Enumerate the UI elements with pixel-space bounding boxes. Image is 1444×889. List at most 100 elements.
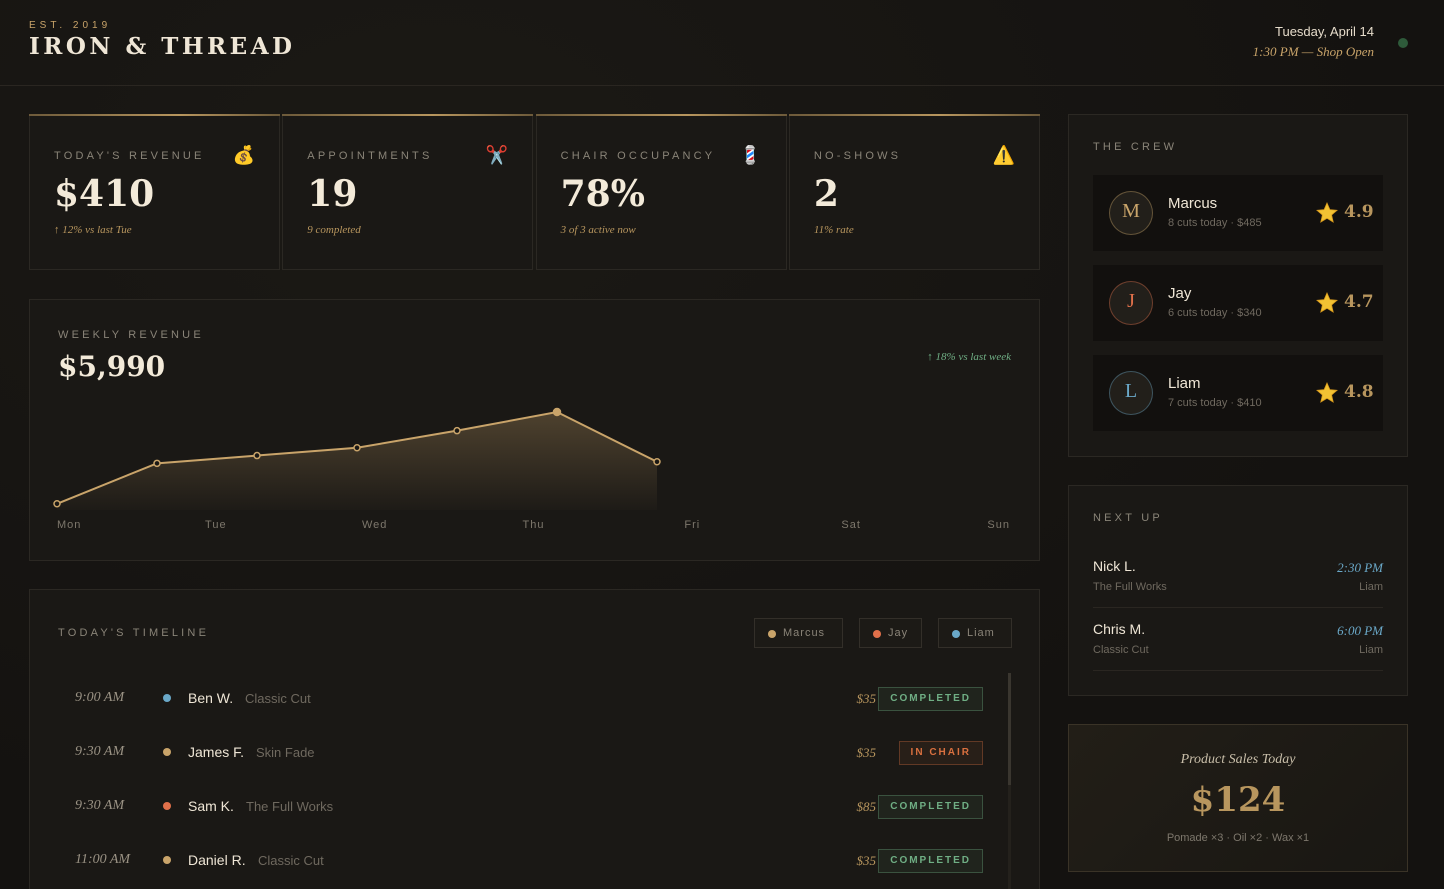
line-chart: Mon Tue Wed Thu Fri Sat Sun	[53, 407, 1010, 531]
x-tick-label: Tue	[205, 519, 227, 531]
row-name: Ben W.	[188, 690, 234, 706]
status-text: COMPLETED	[890, 855, 971, 866]
point	[653, 458, 661, 466]
point	[153, 459, 161, 468]
stat-card: TODAY'S REVENUE 💰 $410 ↑ 12% vs last Tue	[29, 114, 280, 270]
star	[1316, 202, 1338, 223]
row-service: The Full Works	[246, 799, 334, 814]
date: Tuesday, April 14	[1275, 24, 1374, 39]
legend-dot	[768, 630, 776, 638]
x-tick-label: Wed	[362, 519, 387, 531]
legend-dot	[952, 630, 960, 638]
star	[1316, 292, 1338, 313]
stat-accent	[282, 114, 534, 116]
product-value: $124	[1190, 780, 1286, 820]
appointment-time: 6:00 PM	[1337, 623, 1383, 638]
legend-name: Marcus	[783, 627, 826, 639]
client-name: Nick L.	[1093, 558, 1136, 574]
point	[552, 407, 562, 417]
stat-card: CHAIR OCCUPANCY 💈 78% 3 of 3 active now	[535, 114, 787, 270]
stat-label: CHAIR OCCUPANCY	[560, 150, 716, 162]
divider	[1093, 670, 1383, 671]
stat-icon: ✂️	[485, 145, 509, 165]
stat-value: $410	[54, 173, 155, 215]
stat-value: 2	[813, 173, 839, 215]
stat-icon: 💰	[232, 145, 255, 165]
row-name: James F.	[188, 744, 245, 760]
crew-row: L Liam 7 cuts today · $410 4.8	[1093, 355, 1383, 431]
crew-title: THE CREW	[1093, 141, 1178, 153]
chart-title: WEEKLY REVENUE	[58, 329, 204, 341]
legend-chip[interactable]: Marcus	[754, 618, 843, 648]
stat-value: 78%	[560, 173, 645, 215]
avatar-initial: M	[1122, 200, 1140, 222]
row-time: 9:00 AM	[75, 690, 125, 705]
row-price: $35	[856, 853, 877, 868]
row-price: $85	[856, 799, 877, 814]
x-tick-label: Fri	[684, 519, 700, 531]
crew-rating: 4.8	[1344, 382, 1374, 402]
crew-row: J Jay 6 cuts today · $340 4.7	[1093, 265, 1383, 341]
row-time: 11:00 AM	[75, 852, 131, 867]
appointment-barber: Liam	[1359, 581, 1383, 593]
legend-name: Jay	[888, 627, 909, 639]
scroll-thumb	[1008, 673, 1011, 785]
stat-card: APPOINTMENTS ✂️ 19 9 completed	[282, 114, 534, 270]
shop-status: 1:30 PM — Shop Open	[1252, 44, 1374, 59]
timeline-title: TODAY'S TIMELINE	[58, 627, 210, 639]
product-title: Product Sales Today	[1180, 752, 1296, 767]
crew-card: THE CREW M Marcus 8 cuts today · $485 4.9 J Ja…	[1068, 114, 1408, 457]
status-text: COMPLETED	[890, 801, 971, 812]
stat-card: NO-SHOWS ⚠️ 2 11% rate	[788, 114, 1040, 270]
legend-dot	[873, 630, 881, 638]
row-price: $35	[856, 745, 877, 760]
crew-name: Jay	[1168, 285, 1192, 302]
chart-change: ↑ 18% vs last week	[927, 351, 1011, 363]
area	[57, 412, 657, 510]
crew-rating: 4.7	[1344, 292, 1374, 312]
avatar-initial: J	[1127, 290, 1135, 312]
stat-label: APPOINTMENTS	[307, 150, 433, 162]
brand-title: IRON & THREAD	[29, 33, 296, 60]
legend-chip[interactable]: Jay	[859, 618, 922, 648]
next-up-card: NEXT UP Nick L. The Full Works 2:30 PM Liam C…	[1068, 485, 1408, 696]
star-icon	[1316, 382, 1338, 403]
status-badge: COMPLETED	[878, 849, 983, 873]
point	[353, 444, 361, 452]
status-dot	[1398, 38, 1408, 48]
x-tick-label: Mon	[57, 519, 81, 531]
crew-name: Marcus	[1168, 195, 1218, 212]
crew-row: M Marcus 8 cuts today · $485 4.9	[1093, 175, 1383, 251]
legend-chip[interactable]: Liam	[938, 618, 1012, 648]
client-service: Classic Cut	[1093, 644, 1149, 656]
row-dot	[163, 856, 171, 864]
stat-accent	[29, 114, 280, 116]
star	[1316, 382, 1338, 403]
appointment-time: 2:30 PM	[1337, 560, 1383, 575]
product-detail: Pomade ×3 · Oil ×2 · Wax ×1	[1166, 832, 1310, 844]
stat-icon: 💈	[739, 145, 762, 165]
stat-label: NO-SHOWS	[813, 150, 902, 162]
x-tick-label: Sat	[841, 519, 861, 531]
stat-value: 19	[307, 173, 358, 215]
point	[253, 451, 261, 460]
status-badge: COMPLETED	[878, 795, 983, 819]
header-divider	[0, 85, 1444, 86]
stat-note: 11% rate	[813, 224, 854, 236]
x-tick-label: Sun	[987, 519, 1010, 531]
row-service: Classic Cut	[245, 691, 311, 706]
stat-note: 9 completed	[307, 224, 361, 236]
x-tick-label: Thu	[523, 519, 545, 531]
chart-card: WEEKLY REVENUE $5,990 ↑ 18% vs last week Mo…	[29, 299, 1040, 561]
appointment-barber: Liam	[1359, 644, 1383, 656]
stat-note: ↑ 12% vs last Tue	[54, 224, 132, 236]
chart-total: $5,990	[58, 350, 166, 383]
avatar	[1109, 371, 1153, 415]
crew-rating: 4.9	[1344, 202, 1374, 222]
crew-name: Liam	[1168, 375, 1201, 392]
crew-detail: 8 cuts today · $485	[1168, 217, 1262, 229]
legend-name: Liam	[967, 627, 995, 639]
status-text: IN CHAIR	[910, 747, 971, 758]
timeline-card: TODAY'S TIMELINE Marcus Jay Liam 9:00 AM Ben …	[29, 589, 1040, 889]
